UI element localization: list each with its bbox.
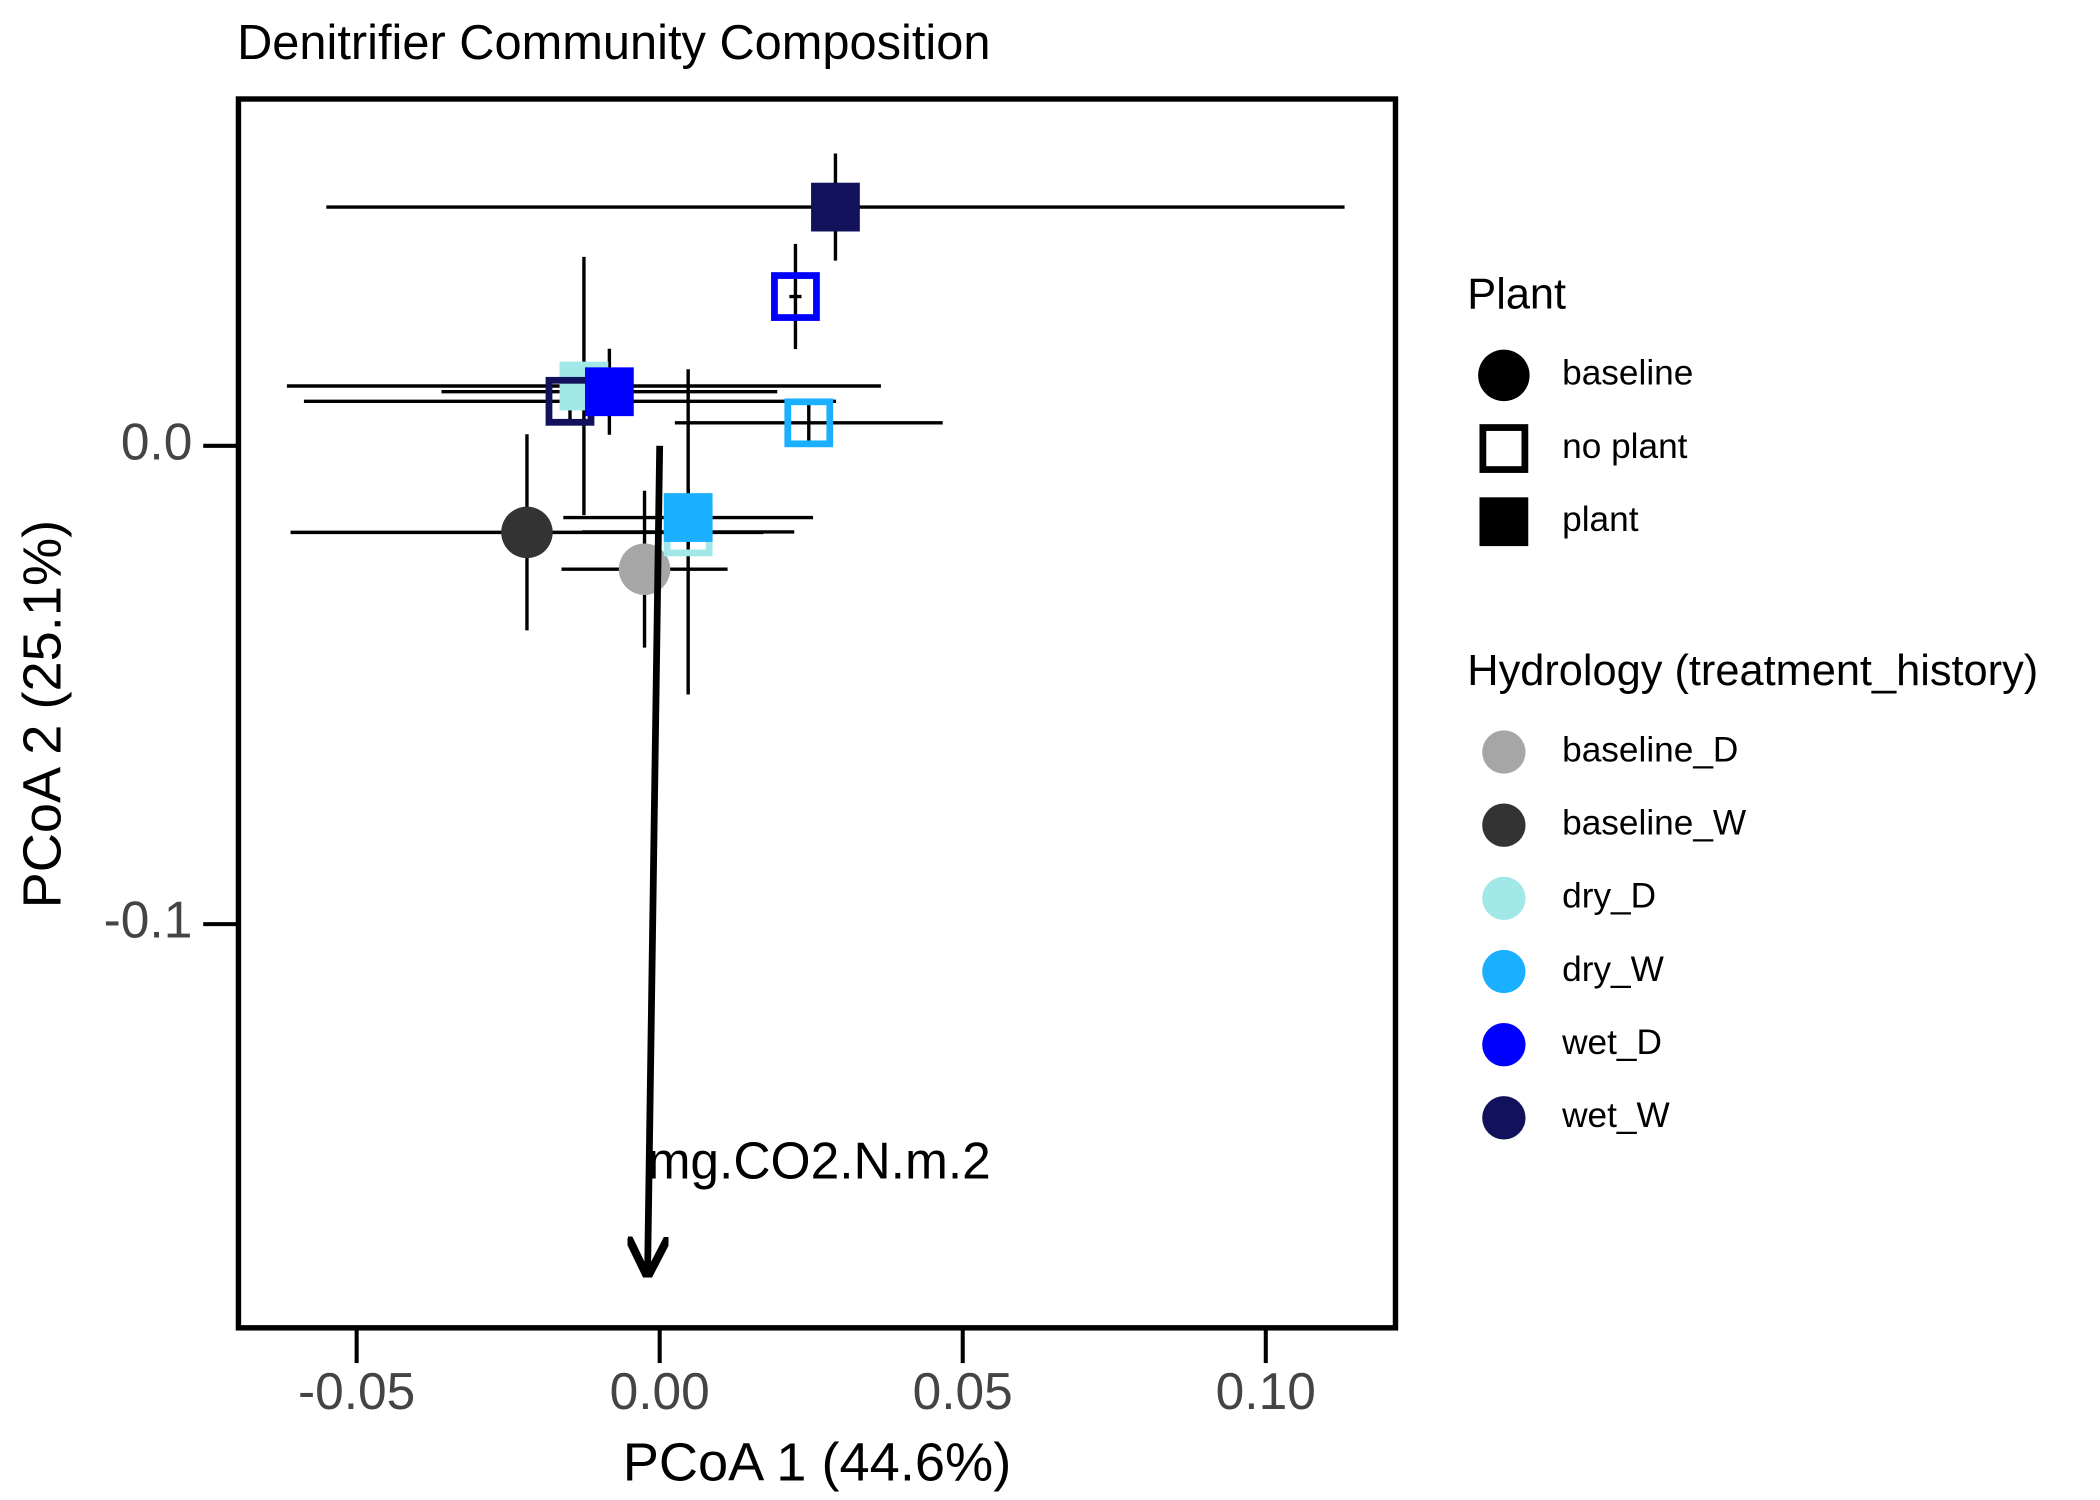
legend-key — [1479, 424, 1529, 473]
y-tick-label: -0.1 — [104, 891, 193, 949]
panel-border — [235, 96, 1399, 1331]
point — [663, 493, 713, 542]
point — [771, 272, 820, 321]
x-tick-label: 0.10 — [1216, 1362, 1316, 1420]
legend-key — [1482, 1096, 1526, 1140]
point — [618, 543, 671, 595]
point — [501, 506, 553, 559]
legend-label: plant — [1562, 500, 1639, 539]
point — [784, 398, 834, 448]
legend-label: wet_W — [1561, 1096, 1670, 1135]
legend-title: Hydrology (treatment_history) — [1467, 647, 2038, 695]
point — [811, 182, 860, 232]
x-tick-label: -0.05 — [298, 1362, 415, 1420]
legend-label: baseline_D — [1562, 730, 1738, 769]
legend-title: Plant — [1467, 270, 1566, 318]
legend-key — [1482, 876, 1526, 921]
y-axis-title: PCoA 2 (25.1%) — [12, 520, 72, 909]
chart-title: Denitrifier Community Composition — [237, 16, 990, 70]
legend-key — [1482, 1023, 1526, 1067]
legend-label: baseline — [1562, 354, 1693, 393]
legend-key — [1482, 949, 1526, 994]
legend-key — [1482, 803, 1526, 847]
legend-key — [1478, 349, 1530, 402]
legend-key — [1482, 730, 1526, 774]
legend-label: dry_W — [1562, 950, 1665, 989]
arrow-label: mg.CO2.N.m.2 — [648, 1132, 991, 1190]
arrow — [648, 445, 660, 1274]
legend-label: dry_D — [1562, 877, 1656, 916]
legend-key — [1479, 497, 1529, 547]
point — [584, 367, 634, 417]
x-tick-label: 0.05 — [913, 1362, 1013, 1420]
legend-label: baseline_W — [1562, 803, 1747, 842]
legend-label: wet_D — [1561, 1023, 1662, 1062]
x-tick-label: 0.00 — [610, 1362, 710, 1420]
legend-label: no plant — [1562, 427, 1688, 466]
y-tick-label: 0.0 — [121, 412, 193, 470]
x-axis-title: PCoA 1 (44.6%) — [623, 1432, 1012, 1492]
